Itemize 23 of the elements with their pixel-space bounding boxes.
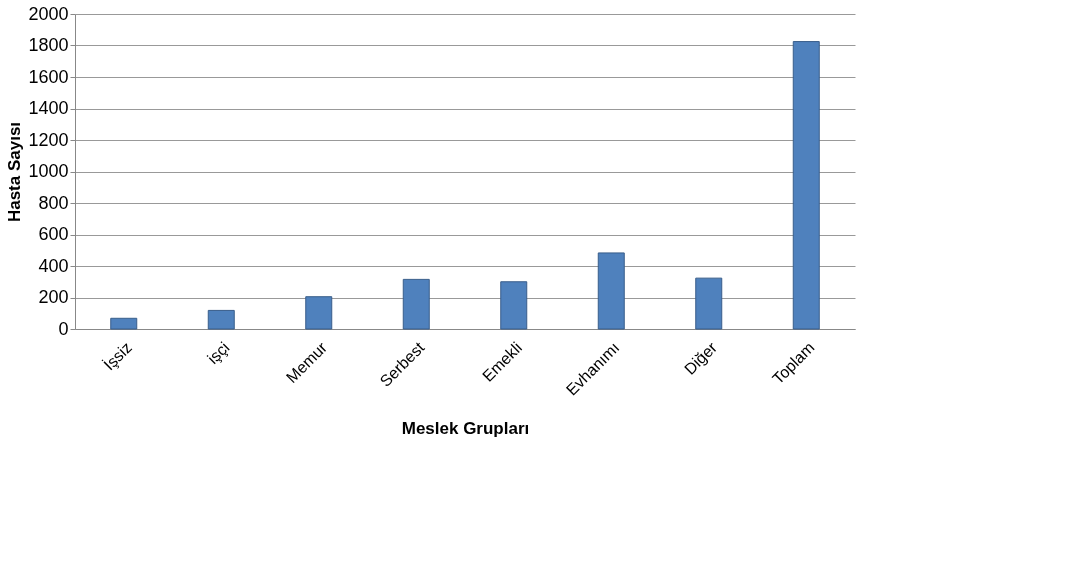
x-tick-label: işçi: [204, 338, 233, 368]
bar: [695, 277, 723, 330]
y-tick-label: 1000: [28, 161, 69, 181]
bar: [500, 281, 528, 330]
y-tick-label: 1400: [28, 98, 69, 118]
y-tick-label: 600: [38, 224, 69, 244]
x-axis-title: Meslek Grupları: [401, 418, 530, 438]
y-tick-label: 1600: [28, 66, 69, 87]
x-tick-label: İşsiz: [99, 338, 136, 374]
bar: [110, 317, 138, 330]
bar: [305, 296, 333, 330]
y-tick-label: 400: [38, 255, 69, 276]
bar: [597, 252, 625, 330]
y-tick-label: 200: [38, 287, 69, 307]
y-tick-label: 1800: [28, 35, 69, 55]
y-tick-label: 0: [58, 318, 69, 339]
bar: [792, 41, 820, 330]
y-tick-label: 2000: [28, 3, 69, 24]
y-tick-label: 800: [38, 192, 69, 213]
bar: [207, 309, 235, 330]
bar: [402, 278, 430, 330]
y-axis-title: Hasta Sayısı: [5, 121, 25, 223]
y-tick-label: 1200: [28, 129, 69, 150]
